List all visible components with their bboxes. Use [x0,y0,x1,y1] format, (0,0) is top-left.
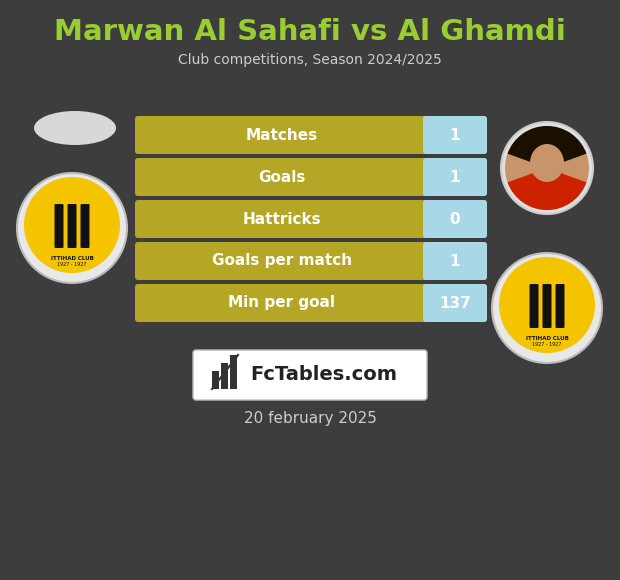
FancyBboxPatch shape [68,204,76,248]
Ellipse shape [34,111,116,145]
Text: 0: 0 [450,212,460,227]
FancyBboxPatch shape [135,200,487,238]
Text: 1: 1 [450,128,460,143]
Text: Goals: Goals [259,169,306,184]
Wedge shape [508,168,587,210]
Wedge shape [508,126,587,168]
Circle shape [492,253,602,363]
FancyBboxPatch shape [81,204,89,248]
Text: ITTIHAD CLUB: ITTIHAD CLUB [526,335,569,340]
FancyBboxPatch shape [423,242,487,280]
Text: Hattricks: Hattricks [242,212,321,227]
Circle shape [505,126,589,210]
Text: Marwan Al Sahafi vs Al Ghamdi: Marwan Al Sahafi vs Al Ghamdi [54,18,566,46]
Bar [221,363,228,389]
FancyBboxPatch shape [556,284,564,328]
Circle shape [17,173,127,283]
FancyBboxPatch shape [529,284,539,328]
Text: Club competitions, Season 2024/2025: Club competitions, Season 2024/2025 [178,53,442,67]
FancyBboxPatch shape [423,284,487,322]
Text: Matches: Matches [246,128,318,143]
FancyBboxPatch shape [135,116,487,154]
Circle shape [24,177,120,273]
Bar [212,371,219,389]
FancyBboxPatch shape [135,158,487,196]
FancyBboxPatch shape [135,284,487,322]
Text: 1: 1 [450,169,460,184]
Ellipse shape [530,144,564,182]
Text: ITTIHAD CLUB: ITTIHAD CLUB [51,256,94,260]
Text: 1: 1 [450,253,460,269]
Text: 137: 137 [439,295,471,310]
FancyBboxPatch shape [135,242,487,280]
Bar [230,355,237,389]
Text: Goals per match: Goals per match [212,253,352,269]
Circle shape [501,122,593,214]
FancyBboxPatch shape [542,284,552,328]
Text: FcTables.com: FcTables.com [250,365,397,385]
FancyBboxPatch shape [55,204,63,248]
Text: 20 february 2025: 20 february 2025 [244,411,376,426]
Text: Min per goal: Min per goal [229,295,335,310]
FancyBboxPatch shape [423,200,487,238]
FancyBboxPatch shape [423,158,487,196]
Text: 1927 - 1927: 1927 - 1927 [57,262,87,266]
FancyBboxPatch shape [423,116,487,154]
FancyBboxPatch shape [193,350,427,400]
Circle shape [499,257,595,353]
Text: 1927 - 1927: 1927 - 1927 [532,342,562,346]
